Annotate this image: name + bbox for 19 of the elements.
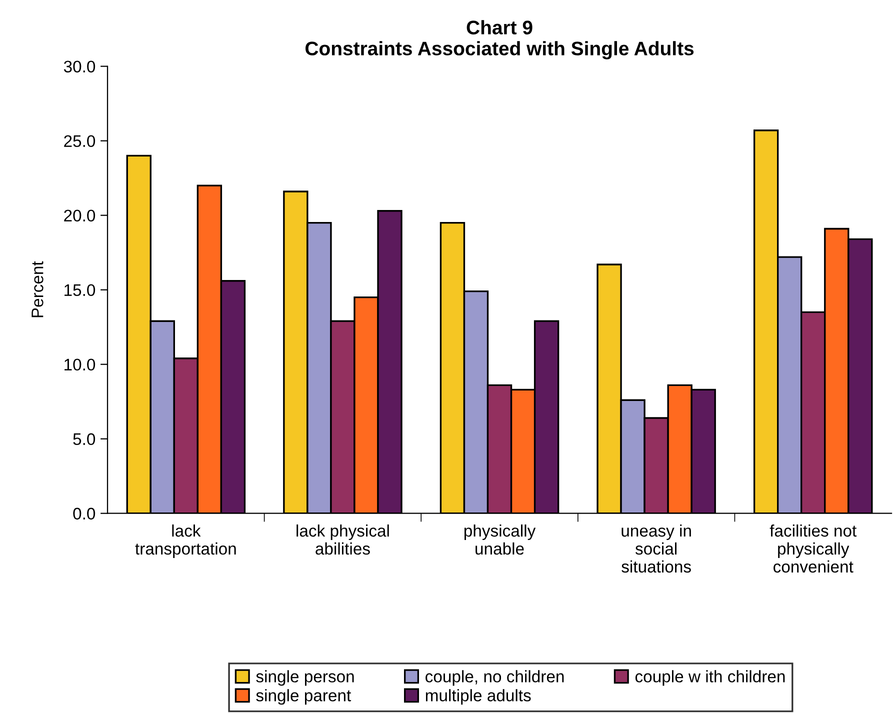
y-tick-label: 5.0 (73, 433, 96, 446)
y-tick-label: 30.0 (64, 60, 96, 73)
y-tick-label: 0.0 (73, 508, 96, 520)
y-tick-label: 20.0 (64, 210, 96, 222)
legend-label: couple, no children (426, 670, 564, 686)
y-tick-label: 10.0 (64, 358, 96, 371)
legend-label: couple w ith children (635, 670, 785, 686)
y-axis-title: Percent (32, 261, 44, 318)
legend-label: single parent (256, 689, 352, 705)
x-tick-label: lack physical abilities (296, 524, 389, 555)
legend-label: multiple adults (426, 689, 531, 705)
chart-title: Chart 9 Constraints Associated with Single Adults (306, 20, 694, 60)
y-tick-label: 25.0 (64, 135, 96, 148)
x-tick-label: uneasy in social situations (622, 524, 691, 573)
legend-label: single person (256, 670, 354, 686)
x-tick-label: facilities not physically convenient (770, 524, 857, 573)
x-tick-label: physically unable (464, 524, 536, 555)
x-tick-label: lack transportation (135, 524, 236, 558)
y-tick-label: 15.0 (64, 284, 96, 296)
